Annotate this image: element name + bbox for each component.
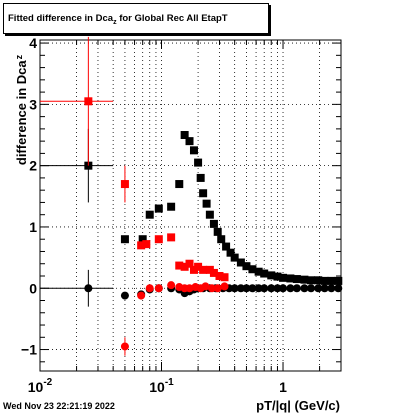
data-point-square: [120, 180, 129, 189]
data-point-circle: [213, 284, 222, 293]
data-point-square: [254, 267, 263, 276]
y-tick-label: 2: [29, 158, 37, 174]
data-point-square: [248, 265, 257, 274]
data-point-circle: [279, 284, 288, 293]
data-point-square: [120, 235, 129, 244]
data-point-square: [142, 240, 151, 249]
data-point-square: [222, 242, 231, 251]
data-point-square: [242, 262, 251, 271]
data-point-square: [209, 268, 218, 277]
data-point-circle: [201, 282, 210, 291]
data-point-square: [320, 276, 329, 285]
data-point-square: [185, 259, 194, 268]
data-point-square: [180, 262, 189, 271]
data-point-square: [137, 241, 146, 250]
x-tick-label: 1: [279, 379, 287, 395]
data-point-circle: [260, 284, 269, 293]
data-point-square: [205, 265, 214, 274]
data-point-circle: [292, 284, 301, 293]
data-point-square: [292, 275, 301, 284]
y-tick-label: −1: [21, 342, 37, 358]
data-point-square: [185, 137, 194, 146]
data-point-square: [138, 235, 147, 244]
data-point-square: [167, 202, 176, 211]
data-point-circle: [120, 291, 129, 300]
data-point-square: [260, 269, 269, 278]
data-point-circle: [242, 284, 251, 293]
data-point-square: [167, 233, 176, 242]
data-point-circle: [327, 284, 336, 293]
data-point-circle: [334, 284, 343, 293]
data-point-square: [202, 199, 211, 208]
data-marks: [40, 36, 343, 356]
data-point-circle: [320, 284, 329, 293]
data-point-square: [194, 262, 203, 271]
data-point-square: [205, 210, 214, 219]
data-point-square: [217, 235, 226, 244]
data-point-square: [279, 273, 288, 282]
x-axis-label: pT/|q| (GeV/c): [256, 398, 340, 413]
data-point-square: [300, 275, 309, 284]
data-point-square: [189, 265, 198, 274]
data-point-circle: [207, 284, 216, 293]
data-point-circle: [307, 284, 316, 293]
data-point-circle: [137, 291, 146, 300]
data-point-square: [145, 210, 154, 219]
y-tick-label: 1: [29, 219, 37, 235]
y-tick-label: 0: [29, 280, 37, 296]
data-point-square: [213, 227, 222, 236]
data-point-square: [314, 276, 323, 285]
data-point-square: [236, 258, 245, 267]
data-point-square: [175, 180, 184, 189]
data-point-circle: [314, 284, 323, 293]
data-point-square: [194, 158, 203, 167]
data-point-circle: [286, 284, 295, 293]
data-point-circle: [267, 284, 276, 293]
data-point-square: [226, 248, 235, 257]
timestamp: Wed Nov 23 22:21:19 2022: [3, 401, 115, 411]
data-point-circle: [84, 284, 93, 293]
data-point-square: [189, 146, 198, 155]
data-point-square: [215, 271, 224, 280]
data-point-square: [307, 276, 316, 285]
data-point-circle: [167, 281, 176, 290]
y-tick-label: 4: [29, 35, 37, 51]
data-point-square: [220, 273, 229, 282]
data-point-square: [154, 235, 163, 244]
plot-frame: [39, 39, 342, 372]
data-point-circle: [154, 284, 163, 293]
data-point-square: [199, 189, 208, 198]
data-point-circle: [230, 284, 239, 293]
data-point-square: [286, 274, 295, 283]
data-point-circle: [273, 284, 282, 293]
y-axis-label: difference in Dcaz: [14, 54, 29, 165]
chart-title-box: Fitted difference in Dcaz for Global Rec…: [3, 3, 269, 34]
axes: −1 0 1 2 3 4 10-2 10-1 1: [21, 35, 342, 395]
x-tick-label: 10-2: [28, 377, 53, 395]
data-point-circle: [120, 342, 129, 351]
chart-title: Fitted difference in Dcaz for Global Rec…: [8, 13, 228, 26]
data-point-square: [154, 204, 163, 213]
data-point-square: [230, 253, 239, 262]
data-point-square: [175, 261, 184, 270]
data-point-square: [273, 272, 282, 281]
data-point-circle: [236, 284, 245, 293]
data-point-square: [180, 131, 189, 140]
data-point-square: [334, 276, 343, 285]
data-point-circle: [145, 284, 154, 293]
data-point-square: [84, 97, 93, 106]
data-point-circle: [248, 284, 257, 293]
y-tick-label: 3: [29, 96, 37, 112]
data-point-square: [199, 265, 208, 274]
data-point-square: [327, 276, 336, 285]
data-point-square: [267, 271, 276, 280]
data-point-square: [209, 219, 218, 228]
data-point-circle: [220, 282, 229, 291]
x-tick-label: 10-1: [149, 377, 174, 395]
data-point-circle: [300, 284, 309, 293]
data-point-circle: [254, 284, 263, 293]
data-point-square: [196, 173, 205, 182]
